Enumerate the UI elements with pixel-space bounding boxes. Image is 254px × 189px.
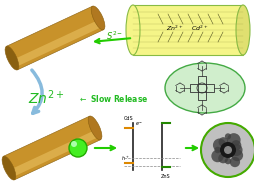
Polygon shape: [133, 5, 242, 55]
Text: $S^{2-}$: $S^{2-}$: [106, 30, 123, 42]
Text: $Zn^{2+}$: $Zn^{2+}$: [166, 23, 183, 33]
Circle shape: [219, 142, 235, 158]
Circle shape: [71, 141, 77, 147]
Ellipse shape: [88, 116, 102, 140]
Polygon shape: [13, 20, 102, 67]
Text: $\leftarrow$ Slow Release: $\leftarrow$ Slow Release: [78, 92, 148, 104]
Text: $Zn^{2+}$: $Zn^{2+}$: [28, 89, 64, 107]
Circle shape: [200, 123, 254, 177]
Circle shape: [217, 153, 227, 163]
Ellipse shape: [91, 6, 104, 30]
Text: $h^+$: $h^+$: [121, 154, 129, 163]
Polygon shape: [4, 116, 100, 180]
Ellipse shape: [5, 46, 19, 70]
Circle shape: [224, 133, 230, 139]
Circle shape: [224, 158, 230, 164]
Ellipse shape: [235, 5, 249, 55]
Circle shape: [226, 133, 240, 147]
FancyArrowPatch shape: [32, 70, 42, 113]
Polygon shape: [10, 130, 99, 177]
Ellipse shape: [125, 5, 139, 55]
Text: CdS: CdS: [124, 116, 133, 121]
Text: $Cd^{2+}$: $Cd^{2+}$: [190, 23, 208, 33]
Circle shape: [211, 150, 223, 162]
Circle shape: [229, 144, 242, 156]
Circle shape: [218, 137, 227, 147]
Ellipse shape: [2, 156, 16, 180]
Text: $e^-$: $e^-$: [134, 121, 143, 128]
Circle shape: [223, 146, 231, 154]
Circle shape: [230, 140, 240, 150]
Circle shape: [69, 139, 87, 157]
Circle shape: [230, 149, 242, 161]
Text: ZnS: ZnS: [161, 174, 170, 179]
Polygon shape: [6, 6, 103, 70]
Circle shape: [229, 157, 239, 167]
Circle shape: [212, 139, 225, 152]
Ellipse shape: [164, 63, 244, 113]
Circle shape: [214, 147, 220, 153]
